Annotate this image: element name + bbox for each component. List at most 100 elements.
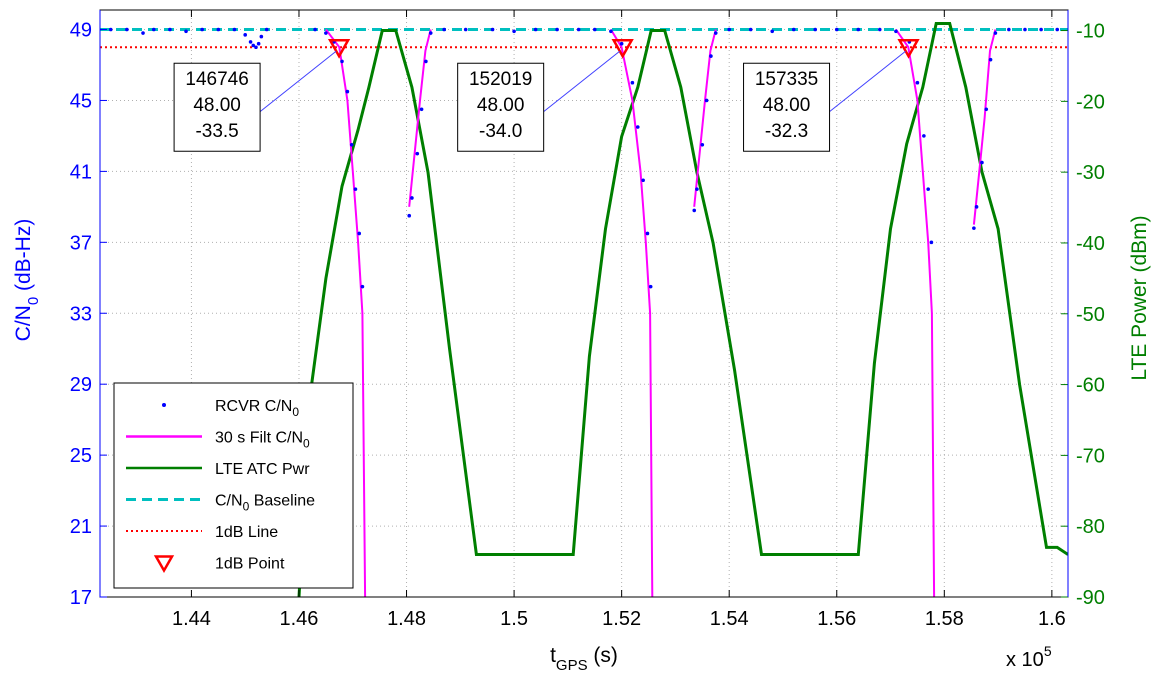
annotation-leader xyxy=(259,50,337,113)
annotation-layer: 146746 48.00 -33.5 152019 48.00 -34.0 157335 48… xyxy=(173,50,906,152)
rcvr-cn0-point xyxy=(993,31,998,35)
y-right-tick-label: -50 xyxy=(1076,304,1105,326)
y-left-axis-label-main: C/N xyxy=(12,305,35,341)
filt-cn0-line xyxy=(972,29,997,225)
x-tick-label: 1.58 xyxy=(925,608,964,630)
rcvr-cn0-point xyxy=(264,27,269,32)
rcvr-cn0-point xyxy=(619,41,624,46)
x-tick-label: 1.48 xyxy=(387,608,426,630)
rcvr-cn0-point xyxy=(972,226,976,230)
rcvr-cn0-point xyxy=(974,205,979,209)
y-left-tick-label: 17 xyxy=(70,587,92,609)
x-axis-label-main: t xyxy=(550,644,556,667)
rcvr-cn0-point xyxy=(576,27,581,32)
rcvr-cn0-point xyxy=(926,187,930,191)
x-axis-label-unit: (s) xyxy=(588,644,618,667)
annotation-text: -33.5 xyxy=(195,121,238,142)
y-left-axis-label-unit: (dB-Hz) xyxy=(12,219,35,297)
annotation-text: 48.00 xyxy=(193,95,241,116)
rcvr-cn0-point xyxy=(512,29,516,34)
rcvr-cn0-point xyxy=(609,29,613,34)
rcvr-cn0-point xyxy=(200,27,204,32)
rcvr-cn0-point xyxy=(424,59,428,64)
rcvr-cn0-point xyxy=(834,27,839,32)
rcvr-cn0-point xyxy=(168,27,172,32)
rcvr-cn0-point xyxy=(877,27,882,32)
y-left-tick-label: 25 xyxy=(70,445,92,467)
one-db-point-marker xyxy=(611,38,634,59)
rcvr-cn0-point xyxy=(922,134,926,138)
rcvr-cn0-point xyxy=(1039,27,1043,32)
legend-entry-label: C/N0 Baseline xyxy=(215,493,315,514)
y-right-tick-label: -70 xyxy=(1076,445,1105,467)
y-right-axis-label: LTE Power (dBm) xyxy=(1128,215,1151,380)
y-right-tick-label: -30 xyxy=(1076,162,1105,184)
x-axis-multiplier-base: x 10 xyxy=(1006,649,1044,671)
rcvr-cn0-point xyxy=(1055,27,1060,32)
marker-layer xyxy=(327,38,920,59)
rcvr-cn0-point xyxy=(141,31,145,35)
rcvr-cn0-point xyxy=(813,27,818,32)
annotation-text: -34.0 xyxy=(479,121,522,142)
legend-entry-sub: 0 xyxy=(243,500,250,514)
legend-entry-label: 1dB Line xyxy=(215,524,278,541)
legend-entry-label: LTE ATC Pwr xyxy=(215,461,310,478)
rcvr-cn0-point xyxy=(555,27,559,32)
rcvr-cn0-point xyxy=(592,27,597,32)
filt-cn0-line xyxy=(610,28,654,597)
y-left-tick-label: 41 xyxy=(70,161,92,183)
rcvr-cn0-point xyxy=(428,31,433,35)
filt-cn0-line xyxy=(408,29,432,207)
one-db-point-marker xyxy=(897,38,920,59)
legend-box xyxy=(113,382,354,589)
rcvr-cn0-point xyxy=(709,54,713,58)
annotation-text: 157335 xyxy=(755,69,818,90)
rcvr-cn0-point xyxy=(151,27,156,32)
y-left-tick-label: 37 xyxy=(70,232,92,254)
rcvr-cn0-point xyxy=(988,57,993,62)
rcvr-cn0-point xyxy=(648,284,653,289)
rcvr-cn0-point xyxy=(915,80,920,85)
rcvr-cn0-point xyxy=(349,142,354,147)
rcvr-cn0-point xyxy=(324,31,328,35)
y-left-tick-label: 33 xyxy=(70,303,92,325)
rcvr-cn0-point xyxy=(929,240,934,245)
one-db-point-marker xyxy=(327,38,351,59)
rcvr-cn0-point xyxy=(463,27,468,32)
annotation-box xyxy=(743,62,831,152)
rcvr-cn0-point xyxy=(630,80,635,85)
rcvr-cn0-point xyxy=(713,31,718,35)
legend-entry-rest: Baseline xyxy=(249,493,315,510)
legend-entry-main: 30 s Filt C/N xyxy=(215,430,303,447)
annotation-text: 152019 xyxy=(469,69,532,90)
filt-cn0-line xyxy=(895,28,936,597)
rcvr-cn0-point xyxy=(1007,27,1011,32)
lte-power-line xyxy=(297,22,1068,597)
rcvr-cn0-point xyxy=(353,187,358,191)
rcvr-cn0-point xyxy=(232,27,237,32)
rcvr-cn0-point xyxy=(490,27,495,32)
y-right-tick-label: -60 xyxy=(1076,375,1105,397)
rcvr-cn0-point xyxy=(125,27,129,32)
y-right-tick-label: -80 xyxy=(1076,516,1105,538)
rcvr-cn0-point xyxy=(1023,27,1027,32)
annotation-text: 146746 xyxy=(185,69,248,90)
y-left-axis-label: C/N0 (dB-Hz) xyxy=(12,219,42,342)
rcvr-cn0-point xyxy=(692,208,697,213)
y-left-tick-label: 49 xyxy=(70,20,92,42)
rcvr-cn0-point xyxy=(251,43,256,48)
rcvr-cn0-point xyxy=(340,59,344,64)
rcvr-cn0-point xyxy=(635,125,640,129)
rcvr-cn0-point xyxy=(313,27,317,32)
rcvr-cn0-point xyxy=(533,27,538,32)
rcvr-cn0-point xyxy=(748,27,753,32)
rcvr-cn0-point xyxy=(770,29,775,34)
x-tick-label: 1.5 xyxy=(500,608,528,630)
legend-entry-main: RCVR C/N xyxy=(215,398,292,415)
x-axis-multiplier-exp: 5 xyxy=(1044,643,1052,659)
rcvr-cn0-point xyxy=(345,89,350,94)
annotation-text: 48.00 xyxy=(763,95,811,116)
rcvr-cn0-point xyxy=(243,33,247,37)
x-tick-label: 1.52 xyxy=(602,608,641,630)
